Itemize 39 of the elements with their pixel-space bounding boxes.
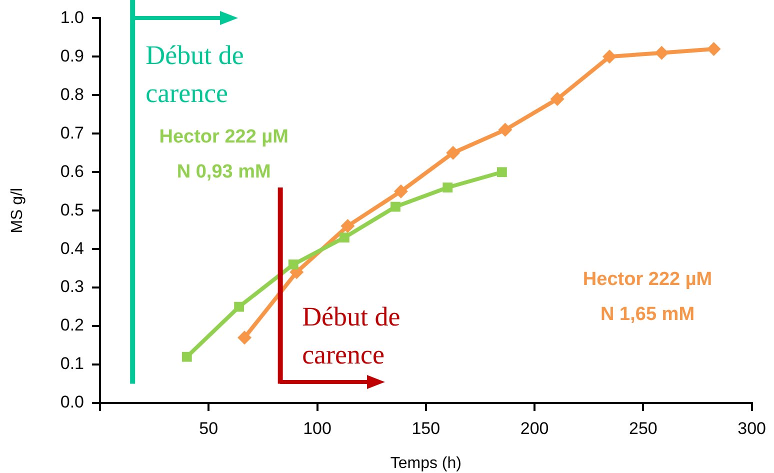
point [182,352,192,362]
text: Hector 222 µM N 1,65 mM [582,269,712,326]
ref-line-label: Début de carence [302,301,400,370]
point [340,218,355,233]
x-tick-label: 300 [738,418,766,438]
point [288,260,298,270]
x-tick-label: 250 [628,418,658,438]
point [442,182,453,192]
x-tick-label: 150 [412,418,440,438]
point [234,302,244,312]
x-tick-label: 100 [303,418,332,438]
ref-line-label: Début de carence [146,40,244,108]
y-tick-label: 0.2 [60,316,84,335]
point [390,202,400,212]
point [339,232,350,242]
x-axis-title: Temps (h) [390,454,462,472]
y-tick-label: 0.9 [60,46,84,66]
point [654,46,669,60]
y-tick-label: 0.5 [60,200,84,220]
y-tick-label: 0.8 [60,84,84,104]
point [237,330,252,345]
y-tick-label: 0.3 [60,277,84,296]
point [706,42,721,56]
y-tick-label: 0.4 [60,238,84,258]
text: Hector 222 µM N 0,93 mM [159,126,288,183]
point [498,122,512,137]
y-tick-label: 1.0 [60,8,84,27]
point [602,50,617,64]
y-tick-label: 0.6 [60,162,84,181]
x-tick-label: 200 [520,418,549,438]
y-tick-label: 0.1 [60,354,84,374]
y-tick-label: 0.7 [60,123,84,142]
y-tick-label: 0.0 [60,392,84,412]
point [394,184,408,198]
point [550,92,564,106]
point [446,146,460,160]
point [497,167,507,178]
x-tick-label: 50 [199,418,218,438]
y-axis-title: MS g/l [9,188,26,234]
